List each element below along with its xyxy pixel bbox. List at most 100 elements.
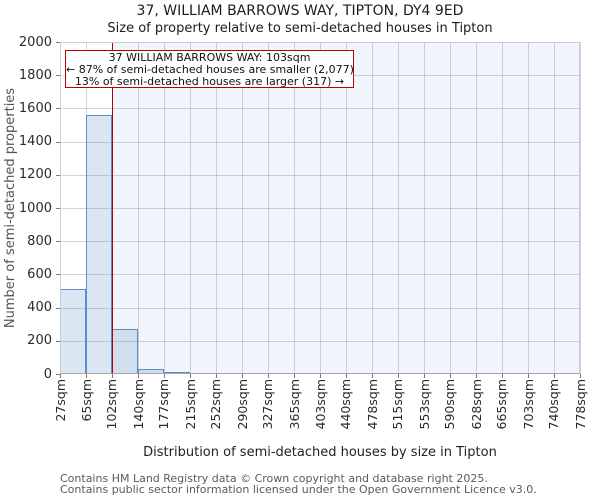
y-tick-label: 2000 (18, 34, 52, 50)
gridline-h (60, 174, 580, 176)
x-axis-tick (86, 374, 88, 378)
y-axis-tick (55, 307, 60, 309)
x-tick-label: 553sqm (416, 379, 432, 430)
gridline-v (138, 42, 140, 374)
gridline-h (60, 108, 580, 110)
x-axis-tick (580, 374, 581, 378)
gridline-h (60, 340, 580, 342)
x-axis-tick (397, 374, 399, 378)
y-tick-label: 0 (43, 366, 52, 382)
gridline-v (163, 42, 165, 374)
x-axis-label: Distribution of semi-detached houses by … (143, 445, 497, 460)
plot-border (60, 42, 580, 374)
x-tick-label: 515sqm (390, 379, 406, 430)
x-axis-tick (553, 374, 555, 378)
x-axis-tick (372, 374, 374, 378)
y-axis-tick (55, 241, 60, 243)
y-axis-tick (55, 274, 60, 276)
x-axis-tick (476, 374, 478, 378)
gridline-v (397, 42, 399, 374)
x-tick-label: 478sqm (364, 379, 380, 430)
marker-annotation-box: 37 WILLIAM BARROWS WAY: 103sqm ← 87% of … (65, 50, 354, 88)
gridline-v (267, 42, 269, 374)
x-axis-tick (345, 374, 347, 378)
annotation-smaller-text: ← 87% of semi-detached houses are smalle… (66, 63, 354, 77)
histogram-bar (60, 289, 87, 374)
x-axis-tick (501, 374, 503, 378)
gridline-v (294, 42, 296, 374)
x-axis-tick (215, 374, 217, 378)
y-tick-label: 1400 (18, 134, 52, 150)
annotation-title: 37 WILLIAM BARROWS WAY: 103sqm (108, 51, 311, 64)
x-tick-label: 27sqm (52, 379, 68, 422)
y-tick-label: 200 (27, 333, 52, 349)
x-tick-label: 628sqm (468, 379, 484, 430)
gridline-v (424, 42, 426, 374)
x-tick-label: 778sqm (572, 379, 588, 430)
chart-subtitle: Size of property relative to semi-detach… (107, 21, 493, 36)
x-tick-label: 140sqm (130, 379, 146, 430)
y-axis-tick (55, 108, 60, 110)
gridline-h (60, 274, 580, 276)
x-tick-label: 365sqm (286, 379, 302, 430)
x-axis-tick (528, 374, 530, 378)
histogram-bar (86, 115, 112, 374)
gridline-v (242, 42, 244, 374)
y-axis-tick (55, 340, 60, 342)
x-tick-label: 590sqm (442, 379, 458, 430)
x-axis-tick (111, 374, 113, 378)
x-axis-tick (163, 374, 165, 378)
gridline-v (449, 42, 451, 374)
gridline-h (60, 141, 580, 143)
gridline-h (60, 208, 580, 209)
y-tick-label: 600 (27, 266, 52, 282)
annotation-larger-text: 13% of semi-detached houses are larger (… (74, 75, 345, 89)
footer-attribution-line2: Contains public sector information licen… (60, 483, 537, 496)
gridline-v (501, 42, 503, 374)
y-tick-label: 800 (27, 233, 52, 249)
y-axis-tick (55, 174, 60, 176)
x-tick-label: 665sqm (494, 379, 510, 430)
gridline-v (215, 42, 217, 374)
y-axis-tick (55, 208, 60, 209)
x-tick-label: 102sqm (104, 379, 120, 430)
y-axis-tick (55, 374, 60, 375)
gridline-h (60, 241, 580, 243)
footer-attribution-line1: Contains HM Land Registry data © Crown c… (60, 472, 488, 485)
x-axis-tick (267, 374, 269, 378)
gridline-v (190, 42, 192, 374)
x-tick-label: 703sqm (520, 379, 536, 430)
y-tick-label: 1200 (18, 167, 52, 183)
gridline-v (476, 42, 478, 374)
x-tick-label: 440sqm (338, 379, 354, 430)
x-tick-label: 252sqm (208, 379, 224, 430)
y-tick-label: 1600 (18, 100, 52, 116)
x-tick-label: 290sqm (234, 379, 250, 430)
y-tick-label: 400 (27, 300, 52, 316)
x-tick-label: 327sqm (260, 379, 276, 430)
x-tick-label: 403sqm (312, 379, 328, 430)
x-tick-label: 740sqm (546, 379, 562, 430)
gridline-v (320, 42, 322, 374)
x-axis-tick (449, 374, 451, 378)
y-axis-tick (55, 42, 60, 43)
gridline-v (528, 42, 530, 374)
x-axis-tick (138, 374, 140, 378)
x-axis-tick (424, 374, 426, 378)
x-axis-tick (190, 374, 192, 378)
gridline-v (553, 42, 555, 374)
x-tick-label: 65sqm (78, 379, 94, 422)
gridline-v (345, 42, 347, 374)
x-tick-label: 177sqm (156, 379, 172, 430)
x-axis-tick (294, 374, 296, 378)
y-tick-label: 1000 (18, 200, 52, 216)
larger-region (112, 42, 580, 374)
x-axis-tick (242, 374, 244, 378)
gridline-v (580, 42, 581, 374)
y-axis-tick (55, 141, 60, 143)
y-axis-tick (55, 75, 60, 77)
x-axis-tick (320, 374, 322, 378)
gridline-h (60, 307, 580, 309)
x-axis-tick (60, 374, 61, 378)
